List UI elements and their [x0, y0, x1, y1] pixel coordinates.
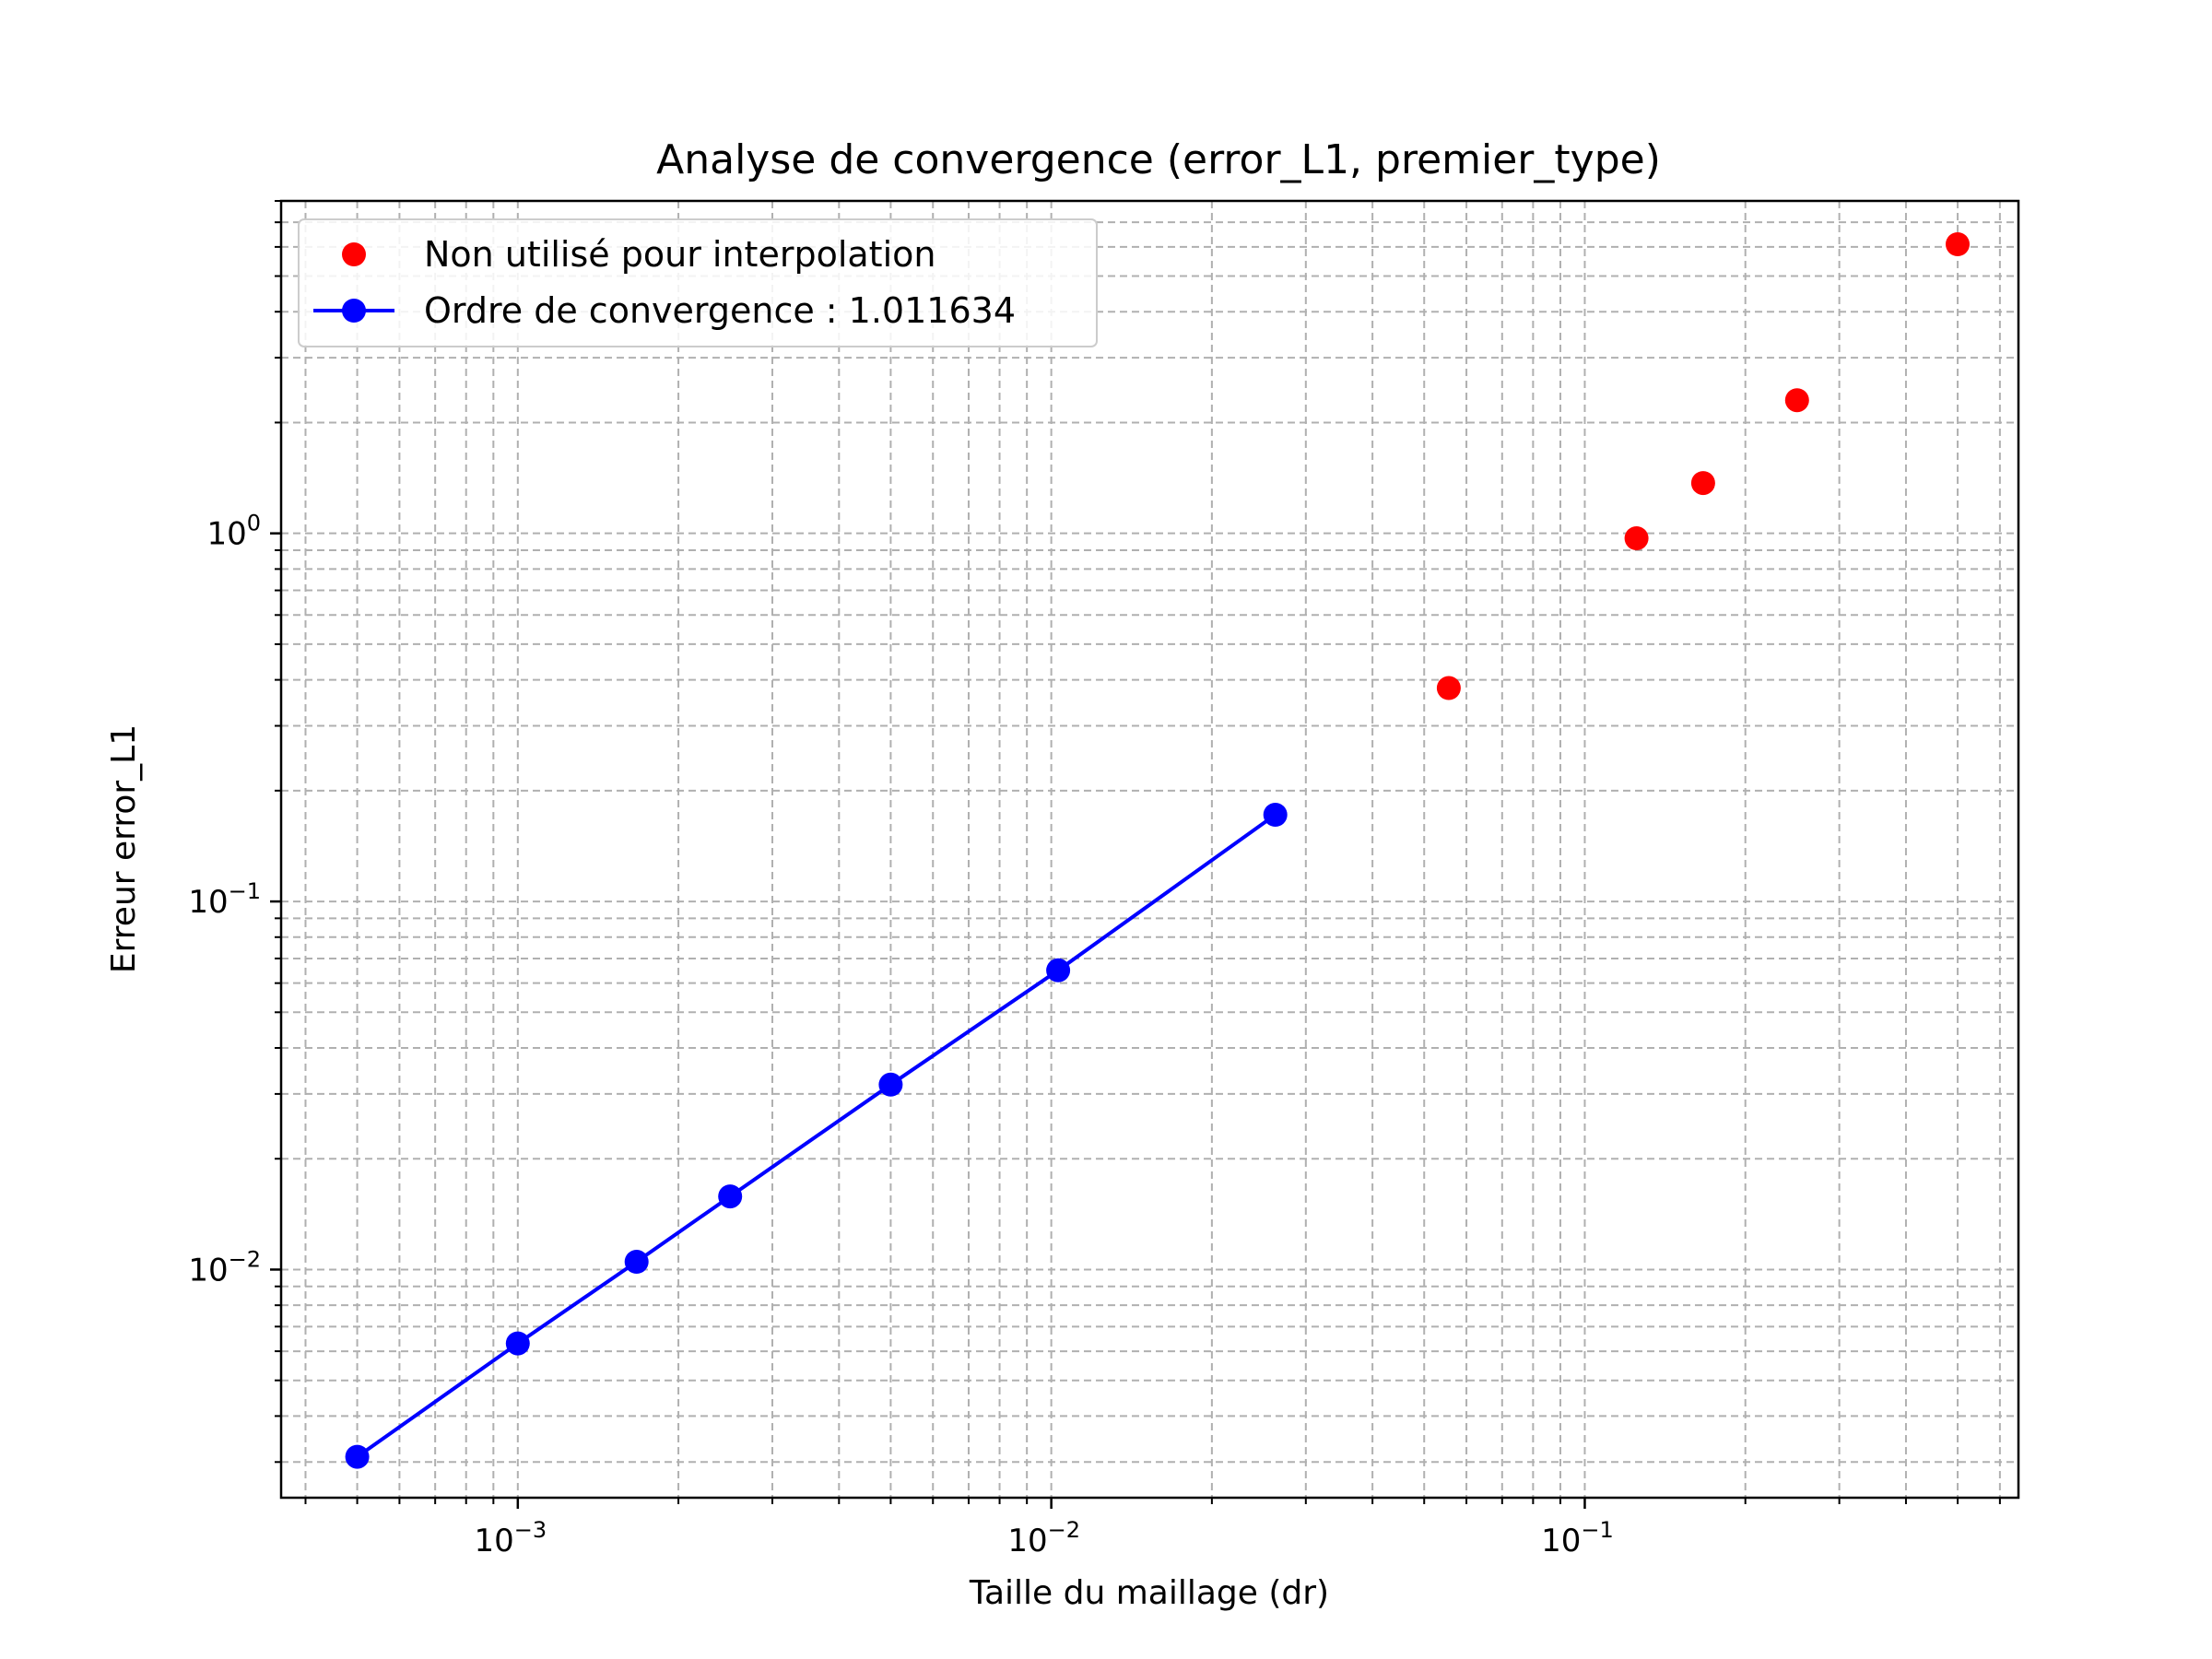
x-axis-label: Taille du maillage (dr)	[969, 1574, 1329, 1612]
series-0-point	[1946, 232, 1970, 256]
legend-marker-convergence	[342, 299, 366, 323]
legend-marker-unused-points	[342, 242, 366, 266]
axis-ticks: 10−3 10−2 10−1 10−2 10−1 100	[188, 200, 2001, 1559]
y-axis-label: Erreur error_L1	[105, 724, 143, 973]
series-0-point	[1690, 471, 1715, 496]
legend: Non utilisé pour interpolation Ordre de …	[298, 218, 1098, 347]
y-tick-label: 10−1	[188, 878, 261, 921]
series-1-point	[505, 1331, 530, 1356]
series-layer	[345, 232, 1970, 1469]
grid	[281, 200, 2018, 1498]
series-1-point	[1263, 803, 1288, 827]
series-1-point	[345, 1444, 370, 1469]
series-1-point	[878, 1072, 903, 1097]
series-1-point	[624, 1250, 649, 1274]
series-0-point	[1436, 676, 1461, 700]
series-1-point	[1046, 958, 1071, 982]
series-1-point	[718, 1184, 743, 1209]
chart-title: Analyse de convergence (error_L1, premie…	[656, 136, 1661, 183]
y-tick-label: 10−2	[188, 1246, 261, 1288]
x-tick-label: 10−3	[474, 1517, 547, 1559]
series-0-point	[1624, 526, 1649, 550]
x-tick-label: 10−2	[1007, 1517, 1080, 1559]
x-tick-label: 10−1	[1541, 1517, 1614, 1559]
legend-label-convergence: Ordre de convergence : 1.011634	[424, 290, 1016, 331]
legend-label-unused-points: Non utilisé pour interpolation	[424, 234, 935, 275]
plot-area-frame	[279, 199, 2020, 1500]
legend-frame	[298, 218, 1098, 347]
y-tick-label: 100	[206, 511, 261, 553]
series-0-point	[1784, 388, 1809, 413]
